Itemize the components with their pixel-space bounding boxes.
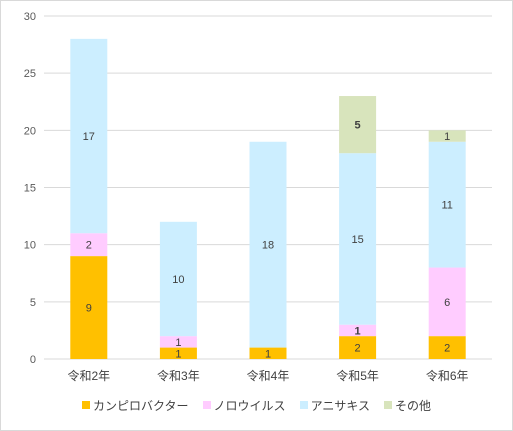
x-tick-label: 令和6年 bbox=[426, 368, 469, 383]
bar-segment bbox=[70, 233, 108, 257]
y-tick-label: 10 bbox=[24, 240, 36, 252]
legend-swatch bbox=[82, 401, 91, 409]
x-tick-label: 令和3年 bbox=[157, 368, 200, 383]
legend-swatch bbox=[383, 401, 392, 409]
bar-segment bbox=[428, 130, 466, 142]
y-axis-ticks: 0 5 10 15 20 25 30 bbox=[24, 11, 36, 366]
data-label: 9 bbox=[86, 303, 92, 315]
legend-item: アニサキス bbox=[299, 397, 370, 414]
legend-label: その他 bbox=[394, 398, 431, 413]
data-label: 5 bbox=[355, 120, 361, 132]
bar-segment bbox=[428, 336, 466, 359]
y-tick-label: 20 bbox=[24, 125, 36, 137]
y-tick-label: 0 bbox=[30, 354, 36, 366]
y-tick-label: 30 bbox=[24, 11, 36, 23]
bar-segment bbox=[428, 267, 466, 337]
legend-label: アニサキス bbox=[310, 398, 370, 413]
gridlines bbox=[44, 15, 492, 360]
data-label: 2 bbox=[355, 343, 361, 355]
bar-segment bbox=[70, 256, 108, 359]
legend-swatch bbox=[202, 401, 211, 409]
legend-swatch bbox=[299, 401, 308, 409]
bar-segment bbox=[339, 153, 377, 325]
data-label: 11 bbox=[441, 200, 452, 212]
bar-segment bbox=[428, 141, 466, 268]
legend-item: その他 bbox=[383, 397, 431, 414]
x-tick-label: 令和2年 bbox=[67, 368, 110, 383]
bar-segment bbox=[249, 347, 287, 359]
y-tick-label: 5 bbox=[30, 297, 36, 309]
data-label: 1 bbox=[175, 348, 181, 360]
x-axis-ticks: 令和2年 令和3年 令和4年 令和5年 令和6年 bbox=[67, 368, 468, 383]
legend-label: ノロウイルス bbox=[213, 398, 286, 413]
data-label: 17 bbox=[83, 131, 95, 143]
y-tick-label: 15 bbox=[24, 183, 36, 195]
data-label: 1 bbox=[444, 131, 450, 143]
data-label: 1 bbox=[265, 348, 271, 360]
y-tick-label: 25 bbox=[24, 68, 36, 80]
data-label: 2 bbox=[86, 240, 92, 252]
bar-segment bbox=[339, 336, 377, 359]
bars bbox=[70, 38, 466, 359]
legend-item: ノロウイルス bbox=[202, 397, 286, 414]
data-label: 18 bbox=[262, 240, 274, 252]
legend: カンピロバクター ノロウイルス アニサキス その他 bbox=[0, 396, 513, 414]
bar-segment bbox=[339, 324, 377, 337]
data-label: 1 bbox=[355, 325, 361, 337]
x-tick-label: 令和5年 bbox=[336, 368, 379, 383]
bar-segment bbox=[159, 336, 197, 348]
data-label: 1 bbox=[175, 337, 181, 349]
bar-segment bbox=[70, 38, 108, 234]
bar-segment bbox=[159, 347, 197, 359]
bar-segment bbox=[159, 221, 197, 337]
data-label: 6 bbox=[444, 297, 450, 309]
bar-segment bbox=[339, 96, 377, 154]
data-label: 15 bbox=[351, 234, 363, 246]
legend-item: カンピロバクター bbox=[82, 397, 189, 414]
legend-label: カンピロバクター bbox=[93, 398, 189, 413]
bar-segment bbox=[249, 141, 287, 348]
data-label: 2 bbox=[444, 343, 450, 355]
x-tick-label: 令和4年 bbox=[247, 368, 290, 383]
data-label: 10 bbox=[172, 274, 184, 286]
